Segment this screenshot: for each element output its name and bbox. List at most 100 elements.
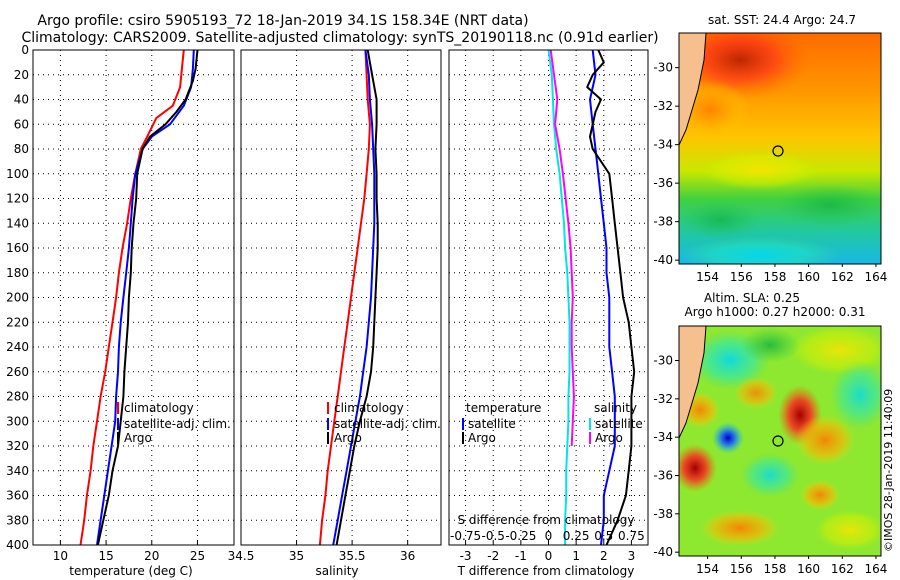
difference-panel: -3 -2 -1 0 1 2 3 -0.75 -0.5 -0.25 0 0.25 0.5 0.75 S …	[448, 49, 649, 578]
depth-tick-label: 380	[6, 513, 29, 527]
legend-label-satellite: satellite-adj. clim.	[124, 417, 231, 431]
depth-tick-label: 100	[6, 167, 29, 181]
sla-map-panel: Altim. SLA: 0.25 Argo h1000: 0.27 h2000:…	[653, 291, 887, 576]
depth-tick-label: 280	[6, 390, 29, 404]
series-line-satellite-adj-clim-	[332, 49, 376, 546]
x-tick-label: 1	[572, 549, 580, 563]
difference-legend: temperature satellite Argo salinity sate…	[462, 401, 643, 445]
lon-tick-label: 162	[831, 270, 854, 284]
temperature-panel: 0 20 40 60 80 100 120 140 160 180 200 220 240 260 280 3…	[6, 43, 235, 578]
x-tick-label: 2	[600, 549, 608, 563]
lat-tick-label: -38	[653, 215, 673, 229]
x-tick-label: -1	[515, 549, 527, 563]
sla-map-title: Altim. SLA: 0.25	[704, 291, 800, 305]
series-line-salinity-satellite	[547, 49, 571, 545]
lon-tick-label: 156	[730, 562, 753, 576]
depth-tick-label: 300	[6, 414, 29, 428]
x2-tick-label: 0.25	[563, 529, 590, 543]
argo-location-marker	[772, 435, 784, 447]
lat-tick-label: -36	[653, 176, 673, 190]
lon-tick-label: 154	[696, 270, 719, 284]
lat-tick-label: -38	[653, 507, 673, 521]
salinity-legend: climatology satellite-adj. clim. Argo	[327, 401, 441, 445]
depth-tick-label: 0	[21, 43, 29, 57]
x-tick-label: -3	[460, 549, 472, 563]
series-line-salinity-argo	[549, 49, 575, 447]
title-line1: Argo profile: csiro 5905193_72 18-Jan-20…	[37, 13, 528, 29]
lon-tick-label: 164	[864, 270, 887, 284]
legend-label-climatology: climatology	[124, 401, 194, 415]
x-tick-label: 0	[545, 549, 553, 563]
x-tick-label: 20	[144, 549, 159, 563]
salinity-panel: 34.5 35 35.5 36 salinity climatology satell…	[228, 49, 442, 578]
legend-label-s-satellite: satellite	[595, 417, 643, 431]
series-line-temperature-argo	[586, 49, 636, 546]
depth-tick-label: 400	[6, 538, 29, 552]
temperature-xlabel: temperature (deg C)	[69, 564, 192, 578]
x2-tick-label: -0.5	[482, 529, 505, 543]
salinity-plot-frame	[240, 49, 442, 546]
x-tick-label: 10	[53, 549, 68, 563]
legend-label-climatology: climatology	[334, 401, 404, 415]
depth-tick-label: 220	[6, 315, 29, 329]
series-line-temperature-satellite	[589, 49, 616, 546]
lat-tick-label: -40	[653, 253, 673, 267]
temperature-legend: climatology satellite-adj. clim. Argo	[117, 401, 231, 445]
temperature-plot-frame	[32, 49, 235, 546]
lon-tick-label: 162	[831, 562, 854, 576]
series-line-argo	[96, 49, 199, 546]
lat-tick-label: -32	[653, 99, 673, 113]
depth-tick-label: 200	[6, 291, 29, 305]
legend-title-salinity: salinity	[594, 401, 637, 415]
lon-tick-label: 160	[797, 562, 820, 576]
depth-tick-label: 180	[6, 266, 29, 280]
x-tick-label: 25	[190, 549, 205, 563]
salinity-xlabel: salinity	[315, 564, 358, 578]
depth-tick-label: 60	[14, 117, 29, 131]
x-tick-label: 34.5	[228, 549, 255, 563]
sst-map-image	[679, 33, 881, 264]
depth-tick-label: 320	[6, 439, 29, 453]
x2-tick-label: 0.5	[594, 529, 613, 543]
legend-label-s-argo: Argo	[595, 431, 623, 445]
lon-tick-label: 164	[864, 562, 887, 576]
lon-tick-label: 160	[797, 270, 820, 284]
sst-map-frame	[678, 32, 882, 265]
depth-tick-label: 160	[6, 241, 29, 255]
s-difference-label: S difference from climatology	[458, 513, 635, 527]
x-tick-label: 35	[289, 549, 304, 563]
sst-map-panel: sat. SST: 24.4 Argo: 24.7 -30 -32 -34 -36 -3…	[653, 13, 887, 284]
x-tick-label: 35.5	[339, 549, 366, 563]
lat-tick-label: -32	[653, 392, 673, 406]
lat-tick-label: -40	[653, 545, 673, 559]
x2-tick-label: -0.25	[505, 529, 536, 543]
lon-tick-label: 158	[763, 270, 786, 284]
legend-label-satellite: satellite-adj. clim.	[334, 417, 441, 431]
x2-tick-label: -0.75	[450, 529, 481, 543]
series-line-climatology	[318, 49, 371, 546]
depth-tick-label: 120	[6, 192, 29, 206]
x2-tick-label: 0.75	[618, 529, 645, 543]
sla-map-frame	[678, 325, 882, 557]
lat-tick-label: -34	[653, 430, 673, 444]
lat-tick-label: -30	[653, 61, 673, 75]
lat-tick-label: -30	[653, 354, 673, 368]
x2-tick-label: 0	[545, 529, 553, 543]
legend-label-t-satellite: satellite	[468, 417, 516, 431]
x-tick-label: 3	[628, 549, 636, 563]
depth-tick-label: 40	[14, 93, 29, 107]
series-line-climatology	[79, 49, 185, 546]
x-tick-label: -2	[487, 549, 499, 563]
lat-tick-label: -36	[653, 469, 673, 483]
series-line-argo	[335, 49, 379, 546]
depth-tick-label: 140	[6, 216, 29, 230]
lon-tick-label: 156	[730, 270, 753, 284]
title-line2: Climatology: CARS2009. Satellite-adjuste…	[21, 30, 658, 46]
depth-tick-label: 360	[6, 489, 29, 503]
lon-tick-label: 154	[696, 562, 719, 576]
depth-tick-label: 80	[14, 142, 29, 156]
x-tick-label: 36	[400, 549, 415, 563]
legend-label-argo: Argo	[334, 431, 362, 445]
sla-map-image	[679, 326, 881, 556]
series-line-satellite-adj-clim-	[96, 49, 195, 546]
